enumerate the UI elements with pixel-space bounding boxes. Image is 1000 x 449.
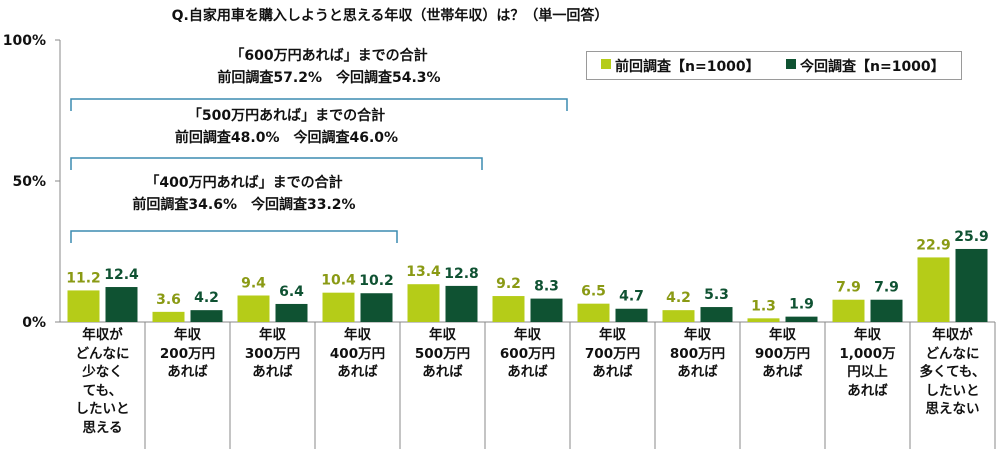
annotation-0-line1: 「600万円あれば」までの合計 (230, 48, 428, 64)
category-label-8: 年収 900万円 あれば (754, 327, 811, 380)
bar-previous-10 (917, 257, 950, 322)
bar-current-5 (530, 298, 563, 322)
data-label-previous-3: 10.4 (321, 273, 356, 289)
annotation-1-line1: 「500万円あれば」までの合計 (187, 108, 386, 124)
y-tick-label: 50% (12, 174, 46, 190)
annotation-bracket-0 (70, 98, 568, 111)
category-label-3: 年収 400万円 あれば (329, 327, 386, 380)
bar-current-8 (785, 316, 818, 322)
legend-label-previous: 前回調査【n=1000】 (615, 59, 760, 75)
category-label-1: 年収 200万円 あれば (159, 327, 216, 380)
bar-current-2 (275, 303, 308, 322)
legend-label-current: 今回調査【n=1000】 (800, 59, 945, 75)
bar-previous-0 (67, 290, 100, 322)
data-label-previous-2: 9.4 (241, 275, 266, 291)
category-label-4: 年収 500万円 あれば (414, 327, 471, 380)
bar-current-9 (870, 299, 903, 322)
category-label-10: 年収が どんなに 多くても、 したいと 思えない (919, 327, 986, 417)
legend: 前回調査【n=1000】 今回調査【n=1000】 (586, 51, 962, 80)
chart-title: Q.自家用車を購入しようと思える年収（世帯年収）は？（単一回答） (172, 7, 609, 24)
bar-current-0 (105, 287, 138, 322)
bar-previous-4 (407, 284, 440, 322)
bar-previous-6 (577, 303, 610, 322)
bar-previous-3 (322, 292, 355, 322)
data-label-current-8: 1.9 (789, 297, 814, 313)
data-label-current-10: 25.9 (954, 229, 989, 245)
data-label-current-4: 12.8 (444, 266, 479, 282)
bar-previous-1 (152, 311, 185, 322)
category-label-2: 年収 300万円 あれば (244, 327, 301, 380)
data-label-previous-10: 22.9 (916, 237, 951, 253)
data-label-current-7: 5.3 (704, 287, 729, 303)
category-label-6: 年収 700万円 あれば (584, 327, 641, 380)
bar-previous-2 (237, 295, 270, 322)
bar-previous-7 (662, 310, 695, 322)
bar-previous-9 (832, 299, 865, 322)
annotation-0-line2: 前回調査57.2% 今回調査54.3% (217, 70, 441, 86)
bar-current-3 (360, 293, 393, 322)
data-label-current-2: 6.4 (279, 284, 304, 300)
data-label-current-6: 4.7 (619, 289, 644, 305)
bar-current-6 (615, 308, 648, 322)
data-label-previous-4: 13.4 (406, 264, 441, 280)
legend-swatch-current (786, 59, 796, 69)
annotation-bracket-1 (70, 157, 483, 170)
annotation-bracket-2 (70, 230, 398, 243)
data-label-current-0: 12.4 (104, 267, 139, 283)
bar-current-1 (190, 310, 223, 322)
annotation-1-line2: 前回調査48.0% 今回調査46.0% (174, 130, 399, 146)
y-tick-label: 0% (22, 315, 46, 331)
data-label-current-1: 4.2 (194, 290, 219, 306)
data-label-previous-6: 6.5 (581, 284, 606, 300)
category-label-0: 年収が どんなに 少なく ても、 したいと 思える (75, 327, 130, 436)
annotation-2-line2: 前回調査34.6% 今回調査33.2% (132, 197, 356, 213)
bar-previous-5 (492, 296, 525, 322)
bar-current-4 (445, 285, 478, 322)
data-label-current-3: 10.2 (359, 273, 394, 289)
data-label-previous-5: 9.2 (496, 276, 521, 292)
annotation-2-line1: 「400万円あれば」までの合計 (145, 175, 343, 191)
legend-swatch-previous (601, 59, 611, 69)
data-label-previous-9: 7.9 (836, 280, 861, 296)
category-label-7: 年収 800万円 あれば (669, 327, 726, 380)
data-label-current-9: 7.9 (874, 280, 899, 296)
bar-current-10 (955, 248, 988, 322)
data-label-previous-8: 1.3 (751, 298, 776, 314)
data-label-previous-0: 11.2 (66, 270, 101, 286)
bar-previous-8 (747, 318, 780, 322)
data-label-previous-7: 4.2 (666, 290, 691, 306)
y-tick-label: 100% (3, 33, 46, 49)
data-label-previous-1: 3.6 (156, 292, 181, 308)
bar-current-7 (700, 307, 733, 322)
category-label-5: 年収 600万円 あれば (499, 327, 556, 380)
category-label-9: 年収 1,000万 円以上 あれば (839, 327, 896, 399)
data-label-current-5: 8.3 (534, 279, 559, 295)
